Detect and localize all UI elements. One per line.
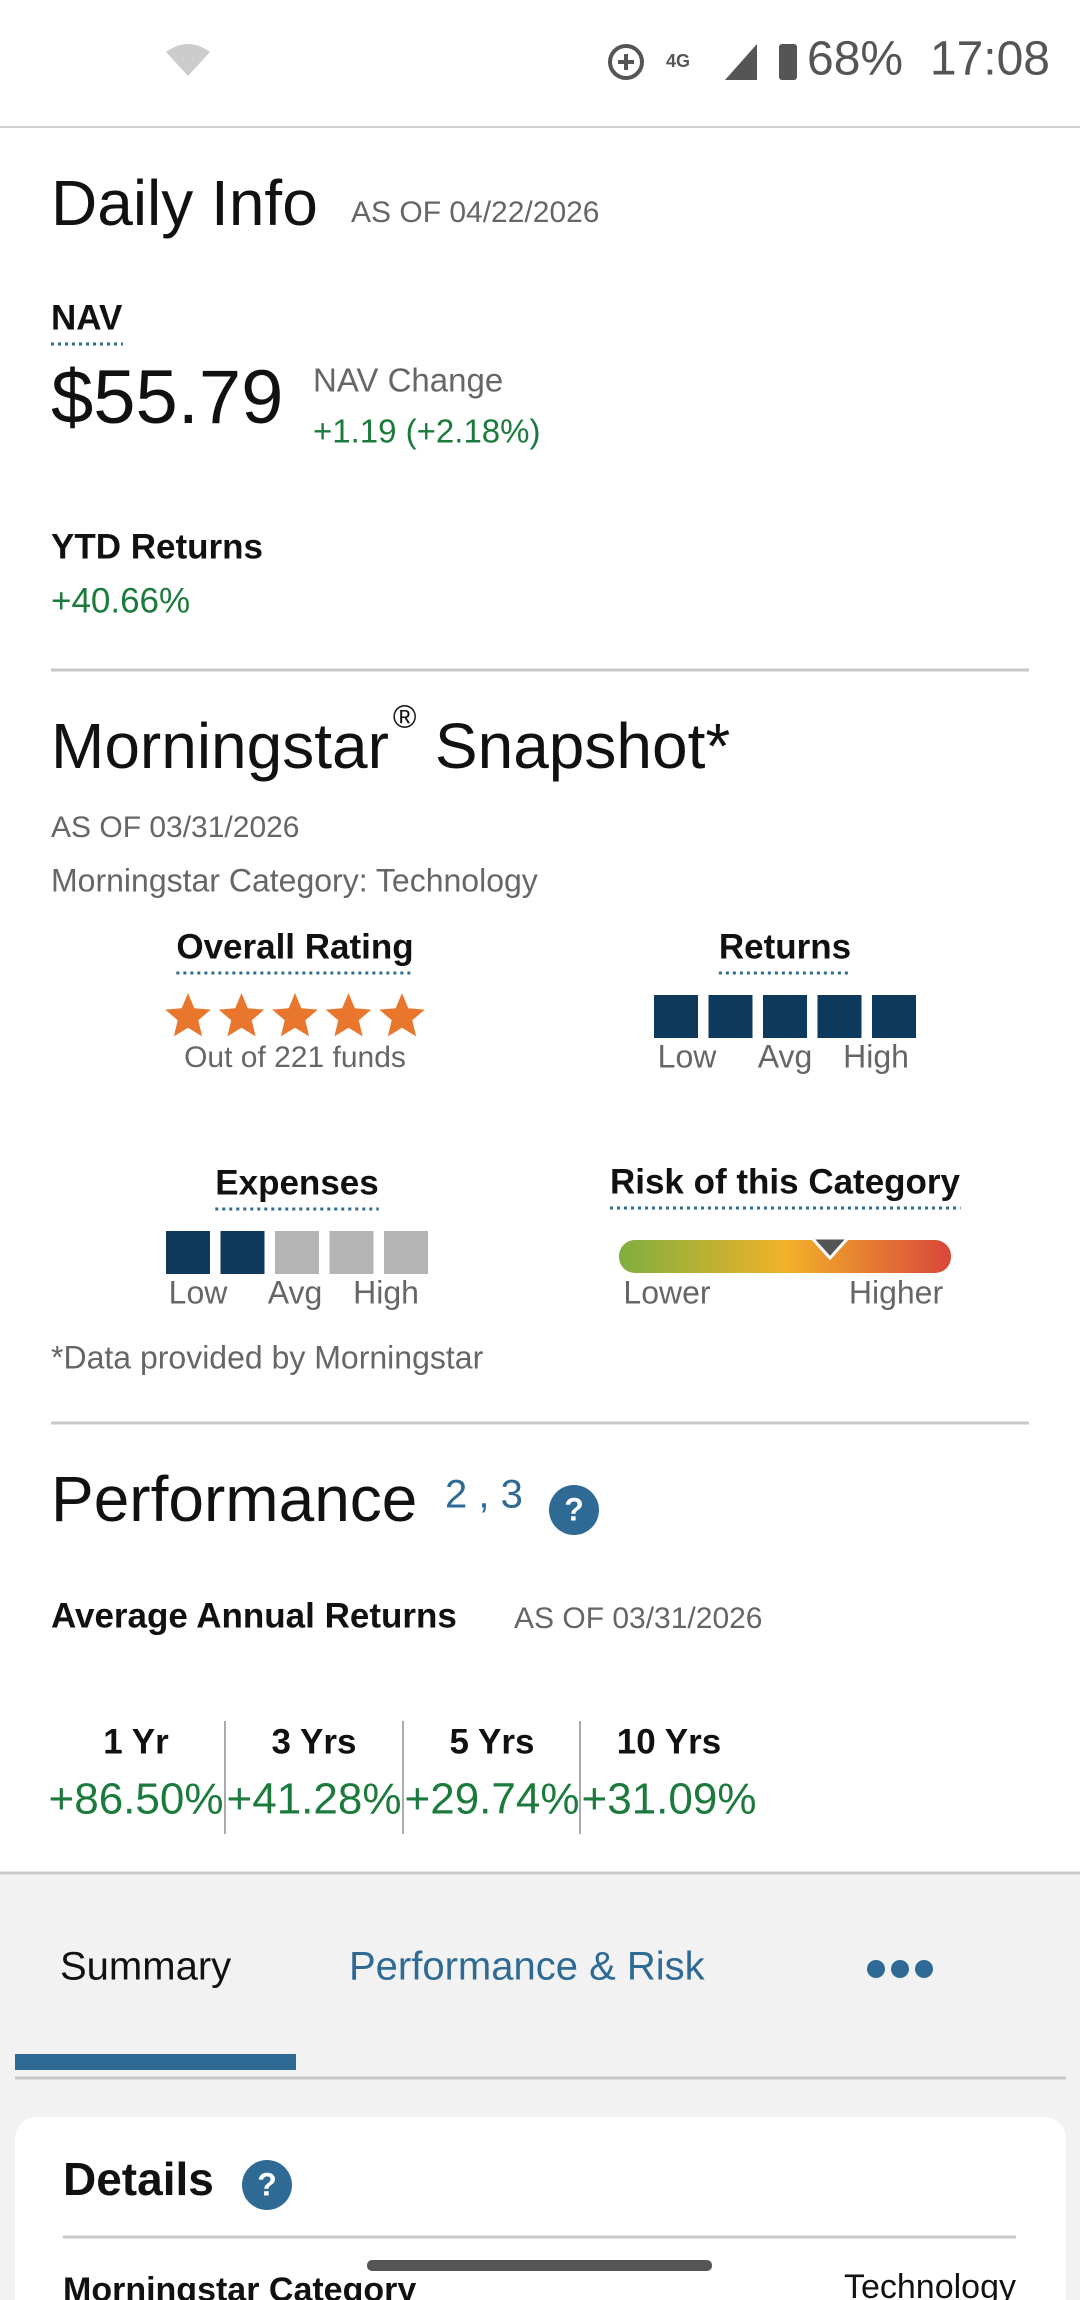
footnote: *Data provided by Morningstar — [51, 1339, 484, 1375]
period-label: 10 Yrs — [617, 1722, 721, 1761]
status-icons: 4G — [166, 44, 797, 80]
nav-label[interactable]: NAV — [51, 298, 123, 337]
detail-label: Morningstar Category — [63, 2271, 416, 2300]
expenses-level-box — [384, 1231, 428, 1274]
period-return: +31.09% — [582, 1775, 757, 1824]
card-title: Details — [63, 2153, 214, 2205]
risk-marker — [808, 1236, 852, 1261]
period-label: 3 Yrs — [272, 1722, 357, 1761]
as-of-date: AS OF 03/31/2026 — [514, 1602, 763, 1635]
rating-star — [379, 993, 425, 1037]
returns-level-box — [872, 995, 916, 1038]
expenses-level-box — [220, 1231, 265, 1274]
rating-star — [218, 993, 265, 1037]
content: 68% 17:08 Daily Info AS OF 04/22/2026 NAV $55… — [49, 33, 1050, 2300]
returns-level-box — [817, 995, 862, 1038]
detail-value: Technology — [844, 2268, 1016, 2300]
rating-label[interactable]: Overall Rating — [176, 927, 413, 966]
as-of-date: AS OF 04/22/2026 — [351, 196, 600, 229]
category: Morningstar Category: Technology — [51, 862, 538, 898]
section-title: Morningstar — [51, 710, 389, 782]
rating-star — [325, 993, 372, 1037]
returns-level-box — [763, 995, 807, 1038]
returns-level-box — [654, 995, 698, 1038]
nav-change-label: NAV Change — [313, 362, 503, 399]
period-return: +41.28% — [227, 1775, 402, 1824]
battery-level: 68% — [807, 33, 903, 86]
section-title: Snapshot* — [435, 710, 730, 782]
period-return: +29.74% — [405, 1775, 580, 1824]
footnote-refs[interactable]: 2 , 3 — [445, 1473, 523, 1517]
nav-value: $55.79 — [51, 355, 283, 440]
period-label: 1 Yr — [103, 1722, 169, 1761]
scale-label: Low — [169, 1274, 229, 1310]
clock: 17:08 — [930, 33, 1050, 86]
rating-star — [165, 993, 211, 1037]
returns-level-box — [708, 995, 753, 1038]
help-icon[interactable] — [242, 2160, 292, 2210]
home-indicator — [367, 2260, 712, 2271]
expenses-level-box — [166, 1231, 210, 1274]
section-title: Performance — [51, 1463, 417, 1535]
as-of-date: AS OF 03/31/2026 — [51, 811, 300, 844]
help-icon-glyph: ? — [257, 2166, 277, 2202]
active-tab-indicator — [15, 2054, 296, 2070]
scale-label: Avg — [758, 1038, 813, 1074]
help-icon-glyph: ? — [564, 1491, 584, 1527]
tab[interactable]: Summary — [60, 1945, 231, 1989]
svg-text:4G: 4G — [666, 51, 690, 71]
scale-label: Lower — [623, 1274, 711, 1310]
scale-label: Higher — [849, 1274, 944, 1310]
period-return: +86.50% — [49, 1775, 224, 1824]
scale-label: Avg — [268, 1274, 323, 1310]
scale-label: High — [353, 1274, 419, 1310]
registered-mark: ® — [393, 698, 417, 734]
rating-star — [272, 993, 318, 1037]
ytd-label: YTD Returns — [51, 527, 263, 566]
risk-gauge — [619, 1240, 951, 1273]
more-icon[interactable] — [867, 1960, 933, 1978]
scale-label: High — [843, 1038, 909, 1074]
rating-note: Out of 221 funds — [184, 1041, 406, 1074]
expenses-label[interactable]: Expenses — [215, 1163, 378, 1202]
risk-label[interactable]: Risk of this Category — [610, 1162, 961, 1201]
subtitle: Average Annual Returns — [51, 1596, 457, 1635]
tab[interactable]: Performance & Risk — [349, 1945, 706, 1989]
help-icon[interactable] — [549, 1485, 599, 1535]
period-label: 5 Yrs — [450, 1722, 535, 1761]
returns-label[interactable]: Returns — [719, 927, 851, 966]
expenses-level-box — [275, 1231, 319, 1274]
scale-label: Low — [658, 1038, 718, 1074]
section-title: Daily Info — [51, 167, 318, 239]
expenses-level-box — [329, 1231, 374, 1274]
nav-change: +1.19 (+2.18%) — [313, 413, 541, 450]
ytd-value: +40.66% — [51, 581, 190, 620]
